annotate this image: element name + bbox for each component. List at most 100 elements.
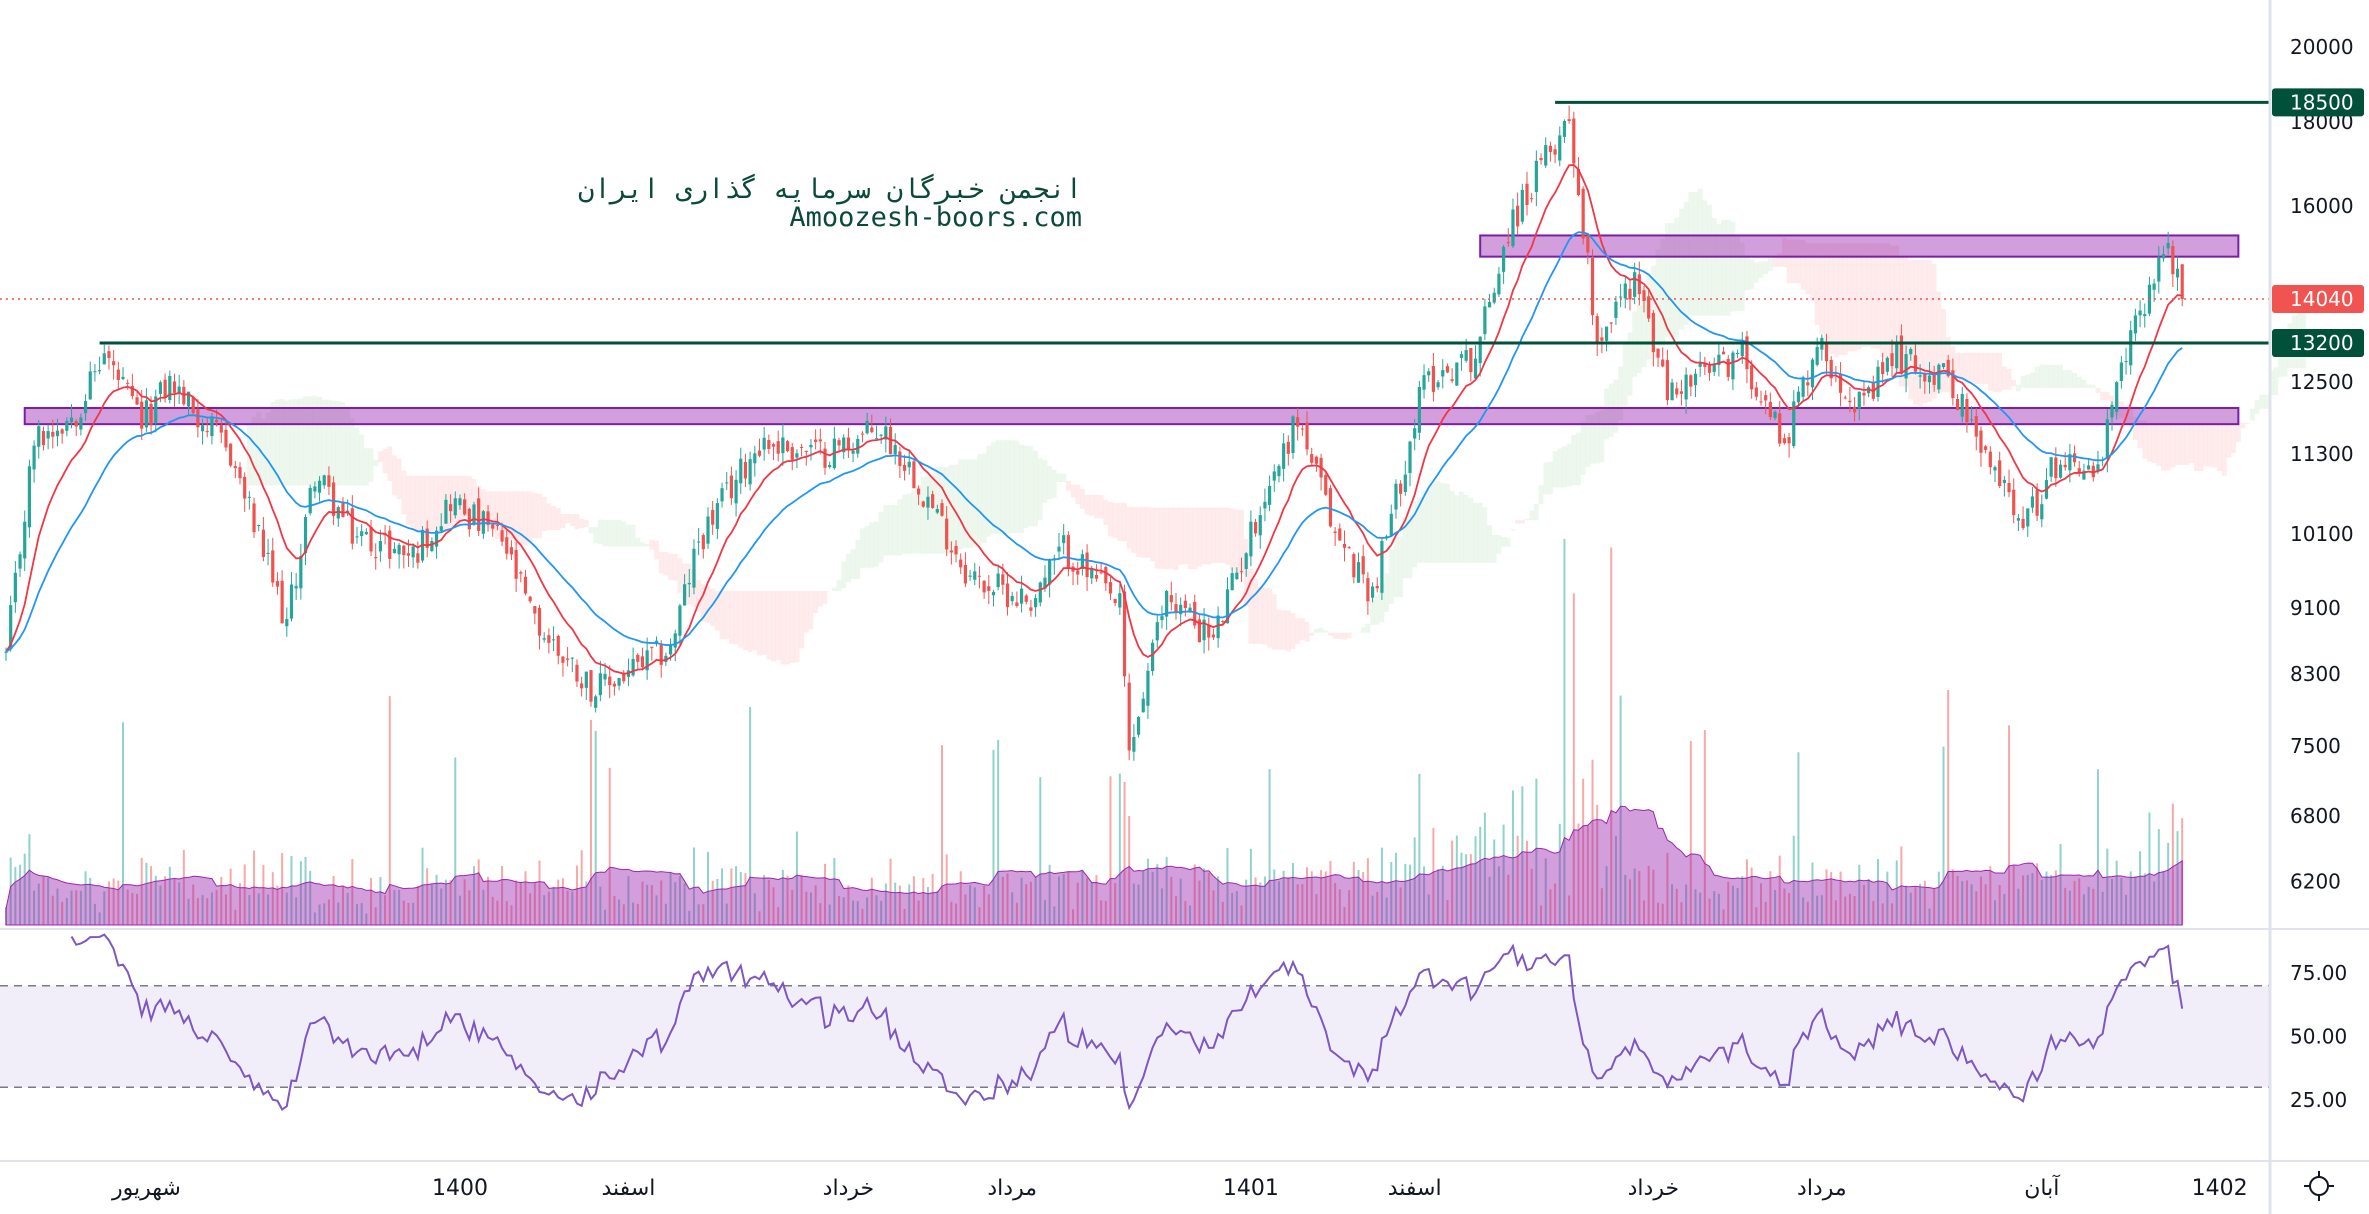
cloud-segment xyxy=(546,503,552,531)
time-label: خرداد xyxy=(823,1176,874,1201)
settings-icon[interactable] xyxy=(2304,1171,2334,1201)
cloud-segment xyxy=(490,491,496,531)
cloud-segment xyxy=(373,459,379,467)
cloud-segment xyxy=(2048,364,2054,388)
volume-bar xyxy=(524,871,527,925)
time-axis[interactable]: شهریور 1400 اسفند خرداد مرداد 1401 اسفند خرداد م… xyxy=(111,1174,2248,1201)
volume-bar xyxy=(2092,888,2095,925)
candle-body xyxy=(1628,288,1632,300)
volume-bar xyxy=(122,722,124,925)
volume-bar xyxy=(1362,872,1365,925)
cloud-segment xyxy=(1613,379,1619,433)
volume-bar xyxy=(594,730,597,925)
volume-bar xyxy=(585,881,588,925)
volume-bar xyxy=(1455,835,1458,925)
volume-bar xyxy=(482,889,485,925)
volume-bar xyxy=(1703,730,1706,925)
cloud-segment xyxy=(1295,618,1301,644)
price-axis[interactable]: 2000018000160001250011300101009100830075… xyxy=(2272,35,2364,1112)
cloud-segment xyxy=(569,514,575,526)
candle-body xyxy=(163,379,167,398)
cloud-segment xyxy=(335,400,341,486)
candle-body xyxy=(1604,326,1609,341)
volume-bar xyxy=(421,847,424,925)
candle-body xyxy=(1904,354,1908,379)
cloud-segment xyxy=(2030,372,2035,388)
candle-body xyxy=(1019,588,1024,604)
volume-bar xyxy=(1685,884,1688,925)
volume-bar xyxy=(1371,895,1374,925)
cloud-segment xyxy=(1215,507,1221,563)
candle-body xyxy=(1239,571,1244,573)
volume-bar xyxy=(964,894,967,925)
cloud-segment xyxy=(1894,245,1900,375)
candle-body xyxy=(757,450,762,456)
candle-body xyxy=(837,440,841,446)
volume-bar xyxy=(1469,854,1472,925)
volume-bar xyxy=(575,865,578,925)
cloud-segment xyxy=(251,417,257,486)
candle-body xyxy=(1909,348,1913,355)
cloud-segment xyxy=(378,451,383,463)
volume-bar xyxy=(440,888,443,925)
candle-body xyxy=(55,430,60,437)
cloud-segment xyxy=(1562,445,1567,488)
volume-bar xyxy=(566,890,569,925)
candle-body xyxy=(785,441,790,452)
volume-bar xyxy=(84,871,87,925)
cloud-segment xyxy=(948,465,954,554)
candle-body xyxy=(88,371,92,400)
candle-body xyxy=(715,503,719,529)
volume-bar xyxy=(89,877,92,925)
candle-body xyxy=(1225,589,1230,624)
cloud-segment xyxy=(537,493,542,539)
candle-body xyxy=(865,420,869,434)
cloud-segment xyxy=(1426,488,1432,563)
cloud-segment xyxy=(864,526,870,568)
volume-bar xyxy=(117,880,120,925)
volume-bar xyxy=(1975,891,1978,925)
cloud-segment xyxy=(509,491,514,539)
candle-body xyxy=(1693,373,1698,386)
candle-body xyxy=(1703,362,1707,367)
cloud-segment xyxy=(1384,573,1389,612)
volume-bar xyxy=(650,885,653,925)
candle-body xyxy=(200,425,205,432)
candle-body xyxy=(275,581,280,587)
candle-body xyxy=(2087,465,2091,470)
candle-body xyxy=(1647,296,1651,319)
candle-body xyxy=(580,683,584,689)
candle-body xyxy=(83,401,88,414)
cloud-segment xyxy=(1487,525,1492,563)
candle-body xyxy=(645,650,649,671)
cloud-segment xyxy=(1108,502,1113,537)
candle-body xyxy=(1960,393,1964,417)
cloud-segment xyxy=(1314,629,1319,633)
candle-body xyxy=(2110,404,2114,418)
cloud-segment xyxy=(640,542,645,547)
candle-body xyxy=(1824,344,1829,362)
volume-bar xyxy=(477,859,480,925)
candle-body xyxy=(963,564,967,584)
horizontal-levels[interactable] xyxy=(0,100,2270,345)
volume-bar xyxy=(2167,842,2170,925)
candle-body xyxy=(1717,354,1721,366)
cloud-segment xyxy=(1009,440,1015,534)
candle-body xyxy=(612,683,616,687)
candle-body xyxy=(879,434,883,436)
candle-body xyxy=(537,607,542,636)
cloud-segment xyxy=(991,442,996,534)
volume-bar xyxy=(1217,876,1220,925)
price-tick-label: 20000 xyxy=(2290,35,2354,59)
volume-bar xyxy=(1961,881,1964,925)
volume-bar xyxy=(267,894,270,925)
candle-body xyxy=(1487,302,1492,308)
candle-body xyxy=(2138,310,2142,316)
candle-body xyxy=(1169,595,1173,603)
volume-bar xyxy=(1937,871,1940,925)
cloud-segment xyxy=(387,446,393,482)
cloud-segment xyxy=(396,458,402,500)
volume-bar xyxy=(2036,863,2039,925)
candle-body xyxy=(1979,430,1983,453)
